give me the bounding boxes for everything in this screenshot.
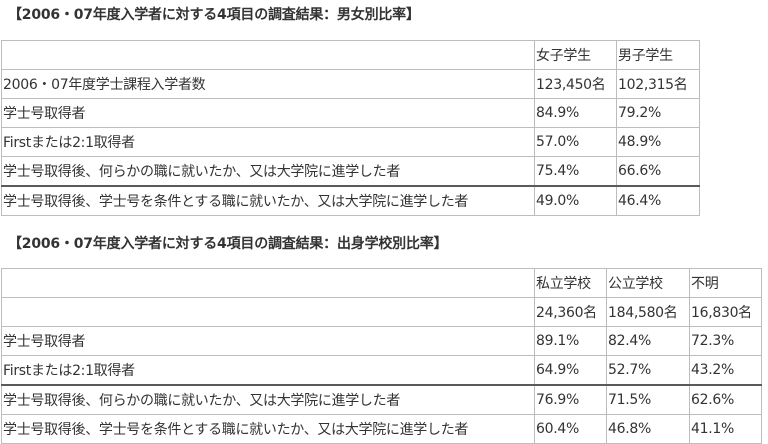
row-label: 学士号取得後、何らかの職に就いたか、又は大学院に進学した者	[1, 156, 535, 187]
cell-value: 79.2%	[616, 98, 700, 128]
table-header-row: 女子学生 男子学生	[1, 40, 700, 70]
cell-value: 84.9%	[534, 98, 617, 128]
table-row: Firstまたは2:1取得者 57.0% 48.9%	[1, 127, 700, 157]
table-row: 学士号取得後、学士号を条件とする職に就いたか、又は大学院に進学した者 49.0%…	[1, 185, 700, 216]
cell-value: 82.4%	[606, 326, 690, 356]
cell-value: 71.5%	[606, 384, 690, 415]
cell-value: 64.9%	[534, 355, 607, 386]
section1-heading: 【2006・07年度入学者に対する4項目の調査結果：男女別比率】	[8, 7, 420, 23]
row-label: 学士号取得者	[1, 98, 535, 128]
cell-value: 57.0%	[534, 127, 617, 157]
row-label: 学士号取得後、学士号を条件とする職に就いたか、又は大学院に進学した者	[1, 414, 535, 444]
header-cell-public: 公立学校	[606, 268, 690, 298]
header-cell-empty	[1, 268, 535, 298]
header-cell-empty	[1, 40, 535, 70]
row-label	[1, 297, 535, 327]
row-label: 学士号取得後、何らかの職に就いたか、又は大学院に進学した者	[1, 384, 535, 415]
cell-value: 24,360名	[534, 297, 607, 327]
row-label: Firstまたは2:1取得者	[1, 127, 535, 157]
row-label: 学士号取得後、学士号を条件とする職に就いたか、又は大学院に進学した者	[1, 185, 535, 216]
header-cell-private: 私立学校	[534, 268, 607, 298]
row-label: 学士号取得者	[1, 326, 535, 356]
cell-value: 75.4%	[534, 156, 617, 187]
row-label: Firstまたは2:1取得者	[1, 355, 535, 386]
cell-value: 62.6%	[689, 384, 762, 415]
cell-value: 16,830名	[689, 297, 762, 327]
school-ratio-table: 私立学校 公立学校 不明 24,360名 184,580名 16,830名 学士…	[1, 268, 762, 444]
table-header-row: 私立学校 公立学校 不明	[1, 268, 762, 298]
table-row: 学士号取得者 84.9% 79.2%	[1, 98, 700, 128]
cell-value: 123,450名	[534, 69, 617, 99]
gender-ratio-table: 女子学生 男子学生 2006・07年度学士課程入学者数 123,450名 102…	[1, 40, 700, 216]
cell-value: 49.0%	[534, 185, 617, 216]
table-row: 学士号取得後、何らかの職に就いたか、又は大学院に進学した者 75.4% 66.6…	[1, 156, 700, 187]
cell-value: 52.7%	[606, 355, 690, 386]
cell-value: 60.4%	[534, 414, 607, 444]
row-label: 2006・07年度学士課程入学者数	[1, 69, 535, 99]
cell-value: 46.8%	[606, 414, 690, 444]
table-row: Firstまたは2:1取得者 64.9% 52.7% 43.2%	[1, 355, 762, 386]
cell-value: 46.4%	[616, 185, 700, 216]
section2-heading: 【2006・07年度入学者に対する4項目の調査結果：出身学校別比率】	[8, 236, 448, 252]
cell-value: 184,580名	[606, 297, 690, 327]
table-row: 学士号取得後、何らかの職に就いたか、又は大学院に進学した者 76.9% 71.5…	[1, 384, 762, 415]
header-cell-male: 男子学生	[616, 40, 700, 70]
cell-value: 102,315名	[616, 69, 700, 99]
cell-value: 89.1%	[534, 326, 607, 356]
table-row: 学士号取得後、学士号を条件とする職に就いたか、又は大学院に進学した者 60.4%…	[1, 414, 762, 444]
cell-value: 41.1%	[689, 414, 762, 444]
cell-value: 43.2%	[689, 355, 762, 386]
table-row: 学士号取得者 89.1% 82.4% 72.3%	[1, 326, 762, 356]
cell-value: 76.9%	[534, 384, 607, 415]
header-cell-unknown: 不明	[689, 268, 762, 298]
cell-value: 66.6%	[616, 156, 700, 187]
header-cell-female: 女子学生	[534, 40, 617, 70]
table-row: 2006・07年度学士課程入学者数 123,450名 102,315名	[1, 69, 700, 99]
cell-value: 72.3%	[689, 326, 762, 356]
cell-value: 48.9%	[616, 127, 700, 157]
table-row: 24,360名 184,580名 16,830名	[1, 297, 762, 327]
